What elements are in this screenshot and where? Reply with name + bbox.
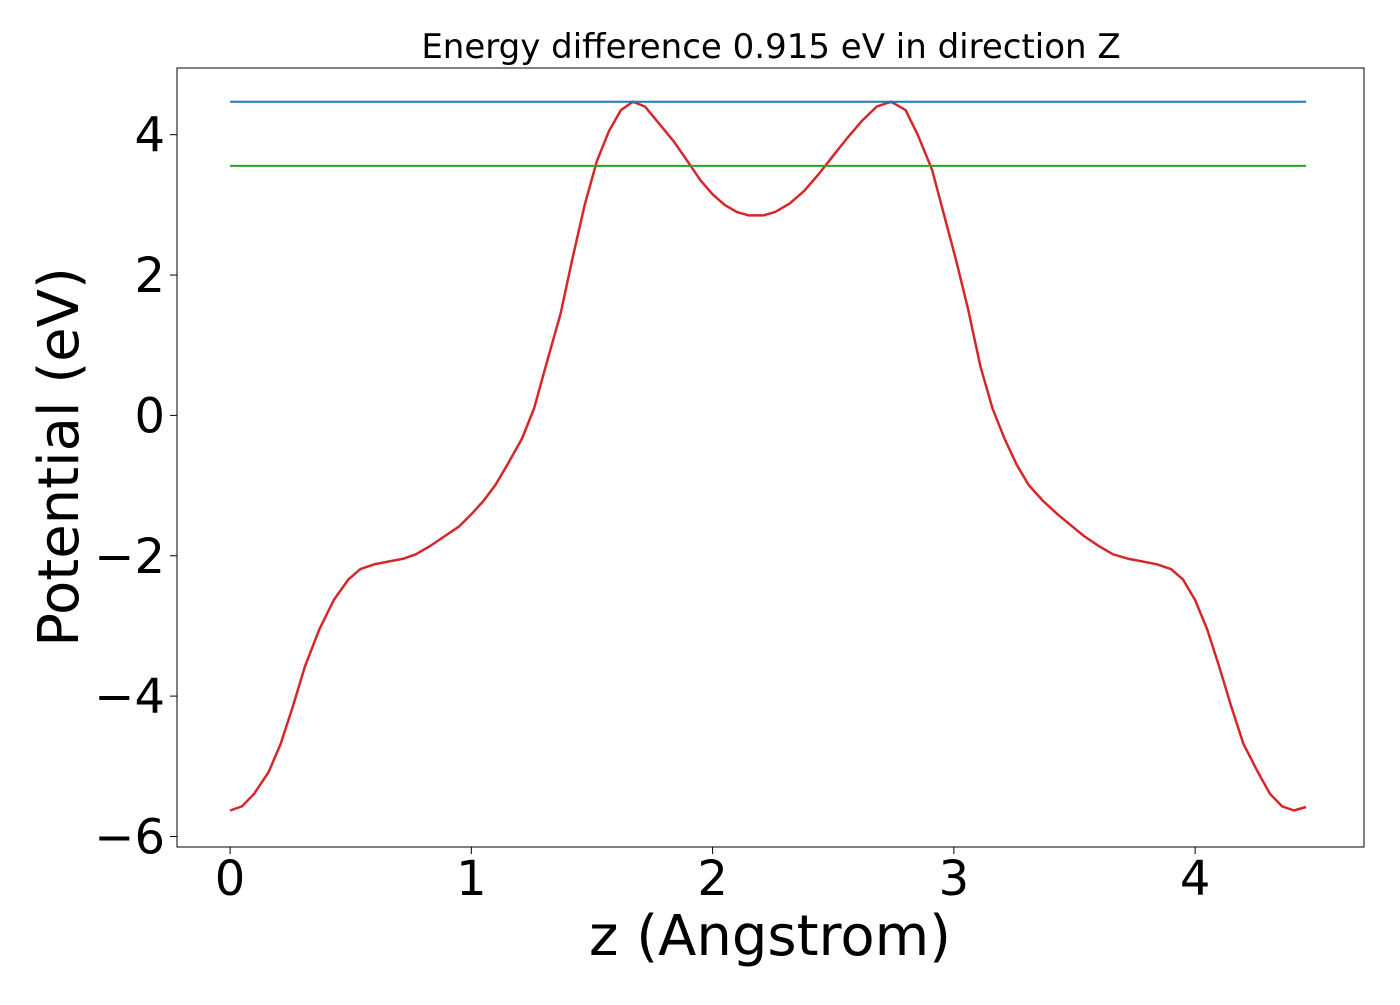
plot-area: 0 1 2 3 4 −6 −4 −2 0 2 4 (94, 67, 1365, 907)
y-tick-label: 4 (134, 108, 165, 164)
x-ticks: 0 1 2 3 4 (215, 847, 1211, 907)
x-tick-label: 2 (697, 851, 728, 907)
y-tick-label: 2 (134, 248, 165, 304)
y-ticks: −6 −4 −2 0 2 4 (94, 108, 177, 865)
x-tick-label: 3 (939, 851, 970, 907)
y-tick-label: −2 (94, 529, 165, 585)
y-tick-label: 0 (134, 388, 165, 444)
x-tick-label: 0 (215, 851, 246, 907)
x-tick-label: 4 (1180, 851, 1211, 907)
y-axis-label: Potential (eV) (27, 267, 92, 647)
plot-frame (176, 67, 1365, 848)
y-tick-label: −4 (94, 669, 165, 725)
x-axis-label: z (Angstrom) (589, 904, 951, 969)
series-line-0 (229, 100, 1307, 812)
y-tick-label: −6 (94, 809, 165, 865)
series-layer (229, 100, 1307, 812)
chart-title: Energy difference 0.915 eV in direction … (421, 27, 1120, 67)
x-tick-label: 1 (456, 851, 487, 907)
